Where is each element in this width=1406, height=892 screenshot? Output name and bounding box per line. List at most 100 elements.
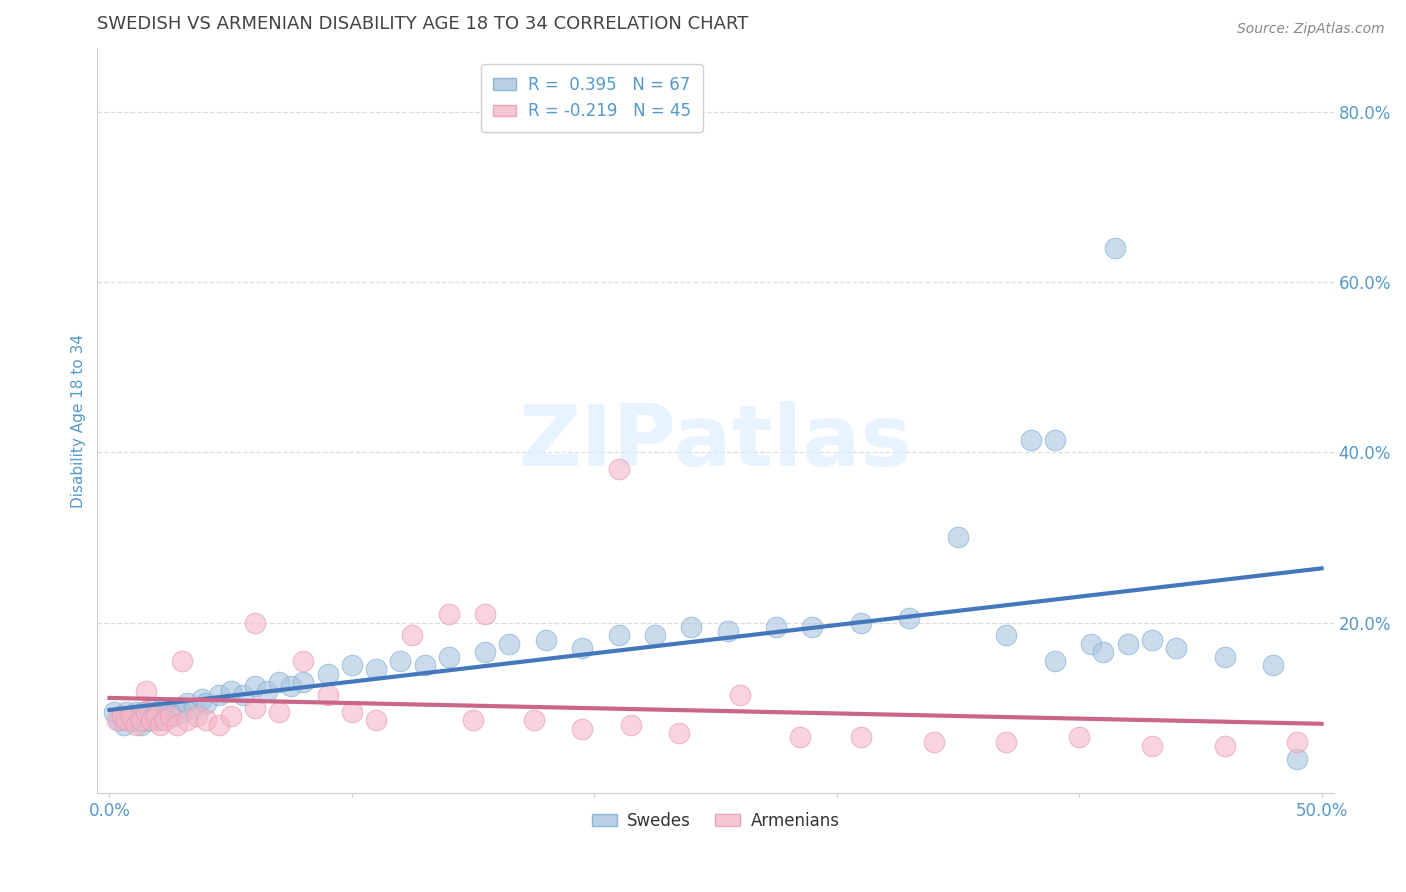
Point (243, 700, 266, 714)
Point (898, 611, 921, 625)
Point (149, 717, 172, 731)
Point (534, 632, 557, 647)
Point (110, 709, 132, 723)
Point (1286, 734, 1309, 748)
Point (166, 700, 188, 714)
Point (183, 700, 205, 714)
Point (316, 688, 339, 702)
Point (145, 709, 167, 723)
Point (728, 688, 751, 702)
Point (340, 658, 363, 673)
Point (366, 714, 388, 728)
Point (995, 734, 1018, 748)
Point (1213, 739, 1236, 753)
Point (152, 700, 174, 714)
Point (849, 615, 872, 630)
Point (122, 714, 145, 728)
Point (789, 731, 811, 745)
Point (125, 717, 148, 731)
Point (498, 637, 520, 651)
Point (437, 649, 460, 664)
Point (1116, 637, 1139, 651)
Point (607, 628, 630, 642)
Point (142, 709, 165, 723)
Point (413, 658, 436, 673)
Point (219, 709, 242, 723)
Y-axis label: Disability Age 18 to 34: Disability Age 18 to 34 (72, 334, 86, 508)
Point (644, 628, 666, 642)
Text: Source: ZipAtlas.com: Source: ZipAtlas.com (1237, 22, 1385, 37)
Point (176, 697, 198, 711)
Point (139, 714, 162, 728)
Point (946, 531, 969, 545)
Point (523, 714, 546, 728)
Point (186, 709, 208, 723)
Point (195, 697, 218, 711)
Point (1286, 751, 1309, 765)
Point (1140, 632, 1163, 647)
Point (1164, 641, 1187, 656)
Point (1092, 645, 1115, 659)
Point (1261, 658, 1284, 673)
Point (256, 683, 278, 698)
Point (159, 709, 181, 723)
Point (571, 722, 593, 736)
Point (115, 705, 138, 719)
Point (1043, 433, 1066, 447)
Point (922, 734, 945, 748)
Point (176, 714, 198, 728)
Point (105, 714, 128, 728)
Point (340, 705, 363, 719)
Point (118, 714, 141, 728)
Point (474, 607, 496, 621)
Point (172, 654, 194, 668)
Legend: Swedes, Armenians: Swedes, Armenians (585, 805, 846, 837)
Point (280, 679, 302, 693)
Point (112, 717, 135, 731)
Point (120, 709, 142, 723)
Point (135, 683, 157, 698)
Point (366, 662, 388, 676)
Point (232, 688, 254, 702)
Point (135, 705, 157, 719)
Point (155, 714, 177, 728)
Point (139, 700, 162, 714)
Point (207, 717, 229, 731)
Point (132, 705, 155, 719)
Point (135, 709, 157, 723)
Point (162, 709, 184, 723)
Point (115, 714, 138, 728)
Text: ZIPatlas: ZIPatlas (519, 401, 912, 484)
Point (207, 688, 229, 702)
Point (571, 641, 593, 656)
Point (110, 709, 132, 723)
Point (269, 675, 291, 690)
Point (120, 709, 142, 723)
Point (125, 705, 148, 719)
Point (103, 705, 125, 719)
Point (461, 714, 484, 728)
Point (243, 679, 266, 693)
Point (219, 683, 242, 698)
Point (195, 714, 218, 728)
Point (681, 620, 703, 634)
Point (474, 645, 496, 659)
Point (129, 717, 152, 731)
Point (166, 717, 188, 731)
Point (292, 675, 315, 690)
Point (146, 714, 169, 728)
Point (1080, 637, 1102, 651)
Point (129, 714, 152, 728)
Point (1019, 433, 1042, 447)
Point (437, 607, 460, 621)
Point (316, 666, 339, 681)
Point (1140, 739, 1163, 753)
Point (389, 654, 412, 668)
Point (108, 714, 131, 728)
Text: SWEDISH VS ARMENIAN DISABILITY AGE 18 TO 34 CORRELATION CHART: SWEDISH VS ARMENIAN DISABILITY AGE 18 TO… (97, 15, 749, 33)
Point (1043, 654, 1066, 668)
Point (801, 620, 824, 634)
Point (243, 615, 266, 630)
Point (156, 705, 179, 719)
Point (1069, 731, 1091, 745)
